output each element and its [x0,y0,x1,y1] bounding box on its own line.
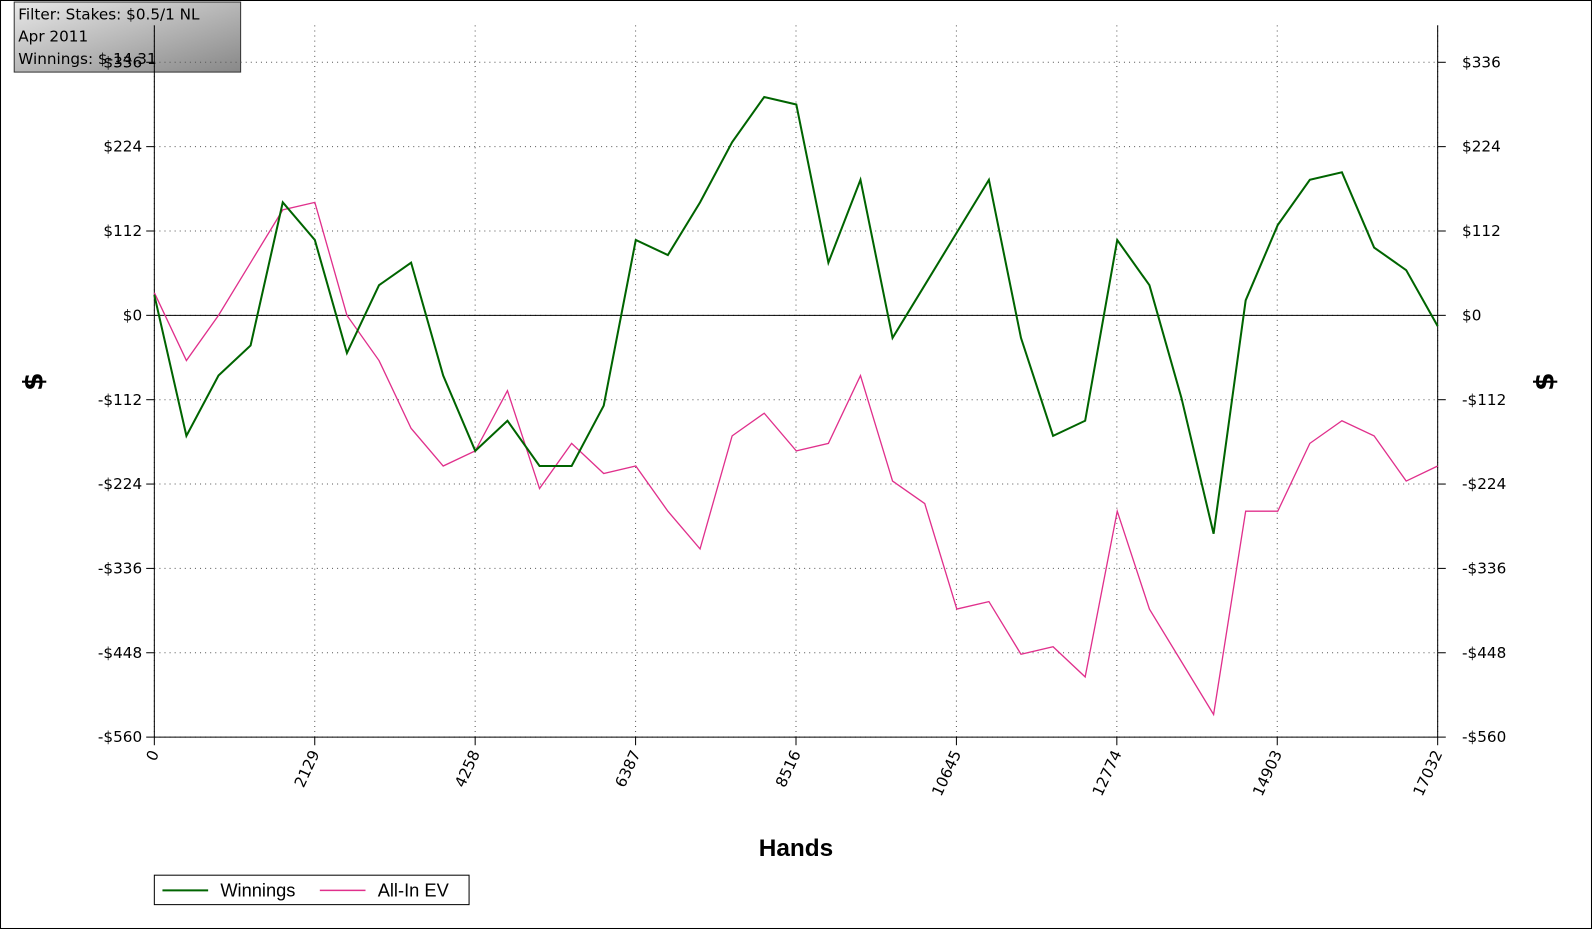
legend-label: All-In EV [378,880,450,901]
legend-label: Winnings [220,880,295,901]
series-line [153,95,1439,534]
y2-tick-label: -$448 [1462,644,1506,662]
y-tick-label: -$448 [98,644,142,662]
y-tick-label: $112 [103,222,142,240]
y-tick-label: $224 [103,138,142,156]
y2-tick-label: $336 [1462,53,1501,71]
y2-tick-label: $0 [1462,306,1481,324]
y2-axis-label: $ [1530,373,1560,391]
y-tick-label: $336 [103,53,142,71]
y2-tick-label: $224 [1462,138,1501,156]
x-axis-label: Hands [759,835,833,862]
y-tick-label: -$560 [98,728,142,746]
info-line: Apr 2011 [18,28,88,46]
y-tick-label: $0 [123,306,142,324]
y-tick-label: -$336 [98,559,142,577]
info-line: Filter: Stakes: $0.5/1 NL [18,5,200,23]
series-line [153,201,1438,717]
y-axis-label: $ [20,373,50,391]
y-tick-label: -$112 [98,391,142,409]
info-line: Winnings: $-14.31 [18,50,156,68]
y2-tick-label: -$224 [1462,475,1506,493]
info-box [13,1,242,73]
y2-tick-label: -$112 [1462,391,1506,409]
y-tick-label: -$224 [98,475,142,493]
y2-tick-label: -$560 [1462,728,1506,746]
y2-tick-label: $112 [1462,222,1501,240]
y2-tick-label: -$336 [1462,559,1506,577]
